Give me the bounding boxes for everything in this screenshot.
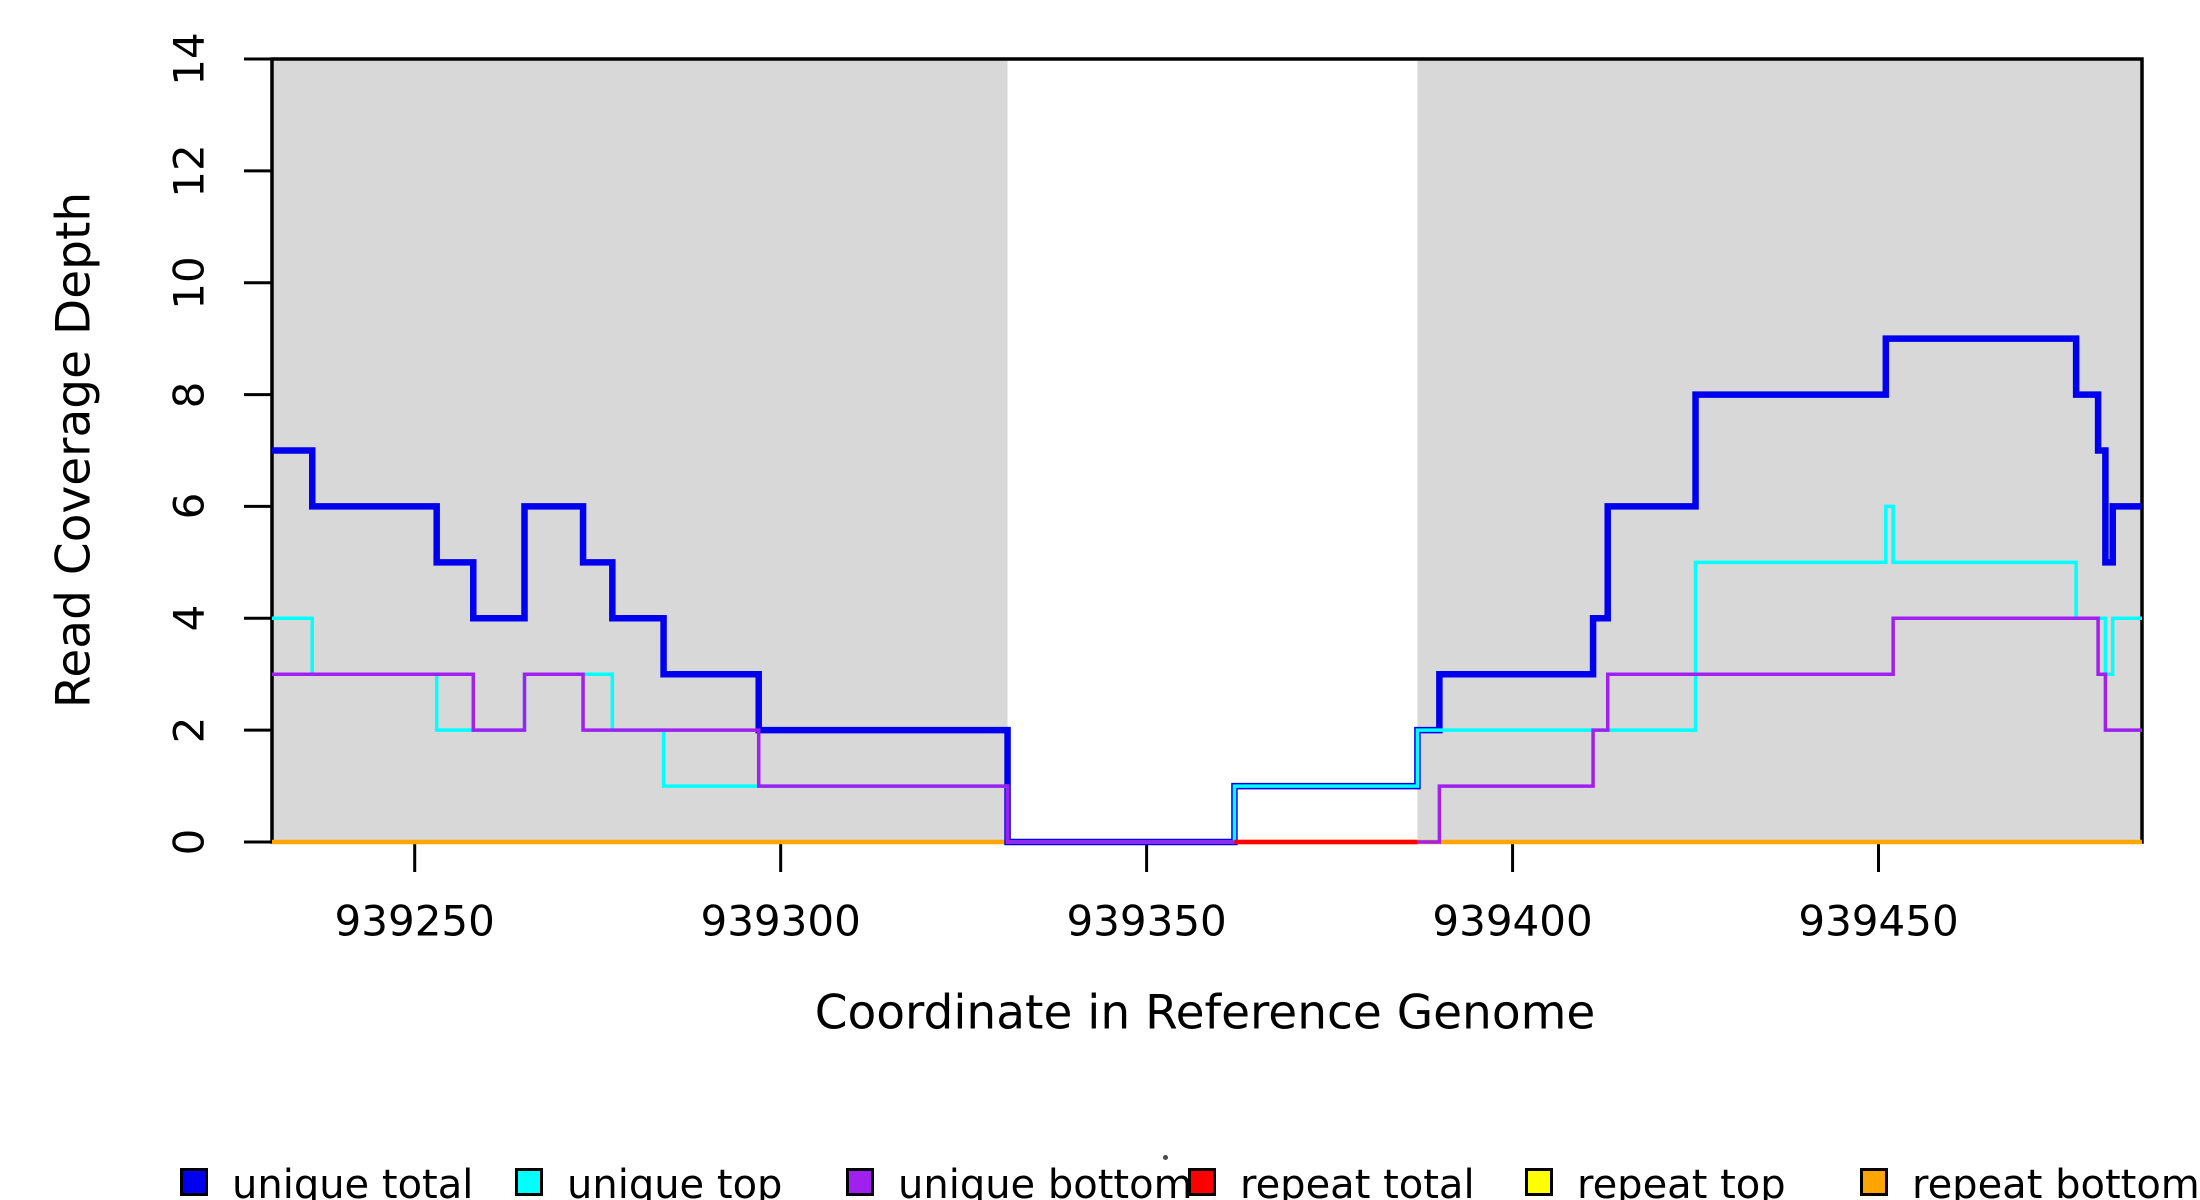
y-tick-label: 4 <box>164 604 214 632</box>
y-tick-label: 0 <box>164 828 214 856</box>
legend-swatch-repeat-top <box>1525 1168 1553 1196</box>
stray-dot-artifact <box>1163 1155 1168 1160</box>
legend-label: unique bottom <box>898 1162 1193 1200</box>
shaded-region <box>1417 59 2142 842</box>
y-tick-label: 6 <box>164 493 214 520</box>
y-tick-label: 10 <box>164 255 214 310</box>
series-line-unique-bottom <box>272 616 2142 844</box>
y-tick-label: 8 <box>164 381 214 408</box>
legend-label: unique total <box>232 1162 474 1200</box>
legend-swatch-unique-bottom <box>846 1168 874 1196</box>
y-tick-label: 2 <box>164 716 214 744</box>
legend-label: repeat bottom <box>1912 1162 2200 1200</box>
x-tick-label: 939250 <box>334 896 495 946</box>
legend-swatch-unique-top <box>515 1168 543 1196</box>
y-axis-title: Read Coverage Depth <box>46 191 102 709</box>
legend-swatch-unique-total <box>180 1168 208 1196</box>
legend-swatch-repeat-bottom <box>1860 1168 1888 1196</box>
legend-label: unique top <box>567 1162 783 1200</box>
x-tick-label: 939300 <box>700 896 861 946</box>
x-tick-label: 939450 <box>1798 896 1959 946</box>
x-axis-title: Coordinate in Reference Genome <box>814 985 1596 1041</box>
legend-swatch-repeat-total <box>1188 1168 1216 1196</box>
x-tick-label: 939400 <box>1432 896 1593 946</box>
x-tick-label: 939350 <box>1066 896 1227 946</box>
y-tick-label: 12 <box>164 144 214 198</box>
shaded-region <box>272 59 1008 842</box>
legend-label: repeat top <box>1577 1162 1786 1200</box>
y-tick-label: 14 <box>164 32 214 86</box>
legend-label: repeat total <box>1240 1162 1475 1200</box>
